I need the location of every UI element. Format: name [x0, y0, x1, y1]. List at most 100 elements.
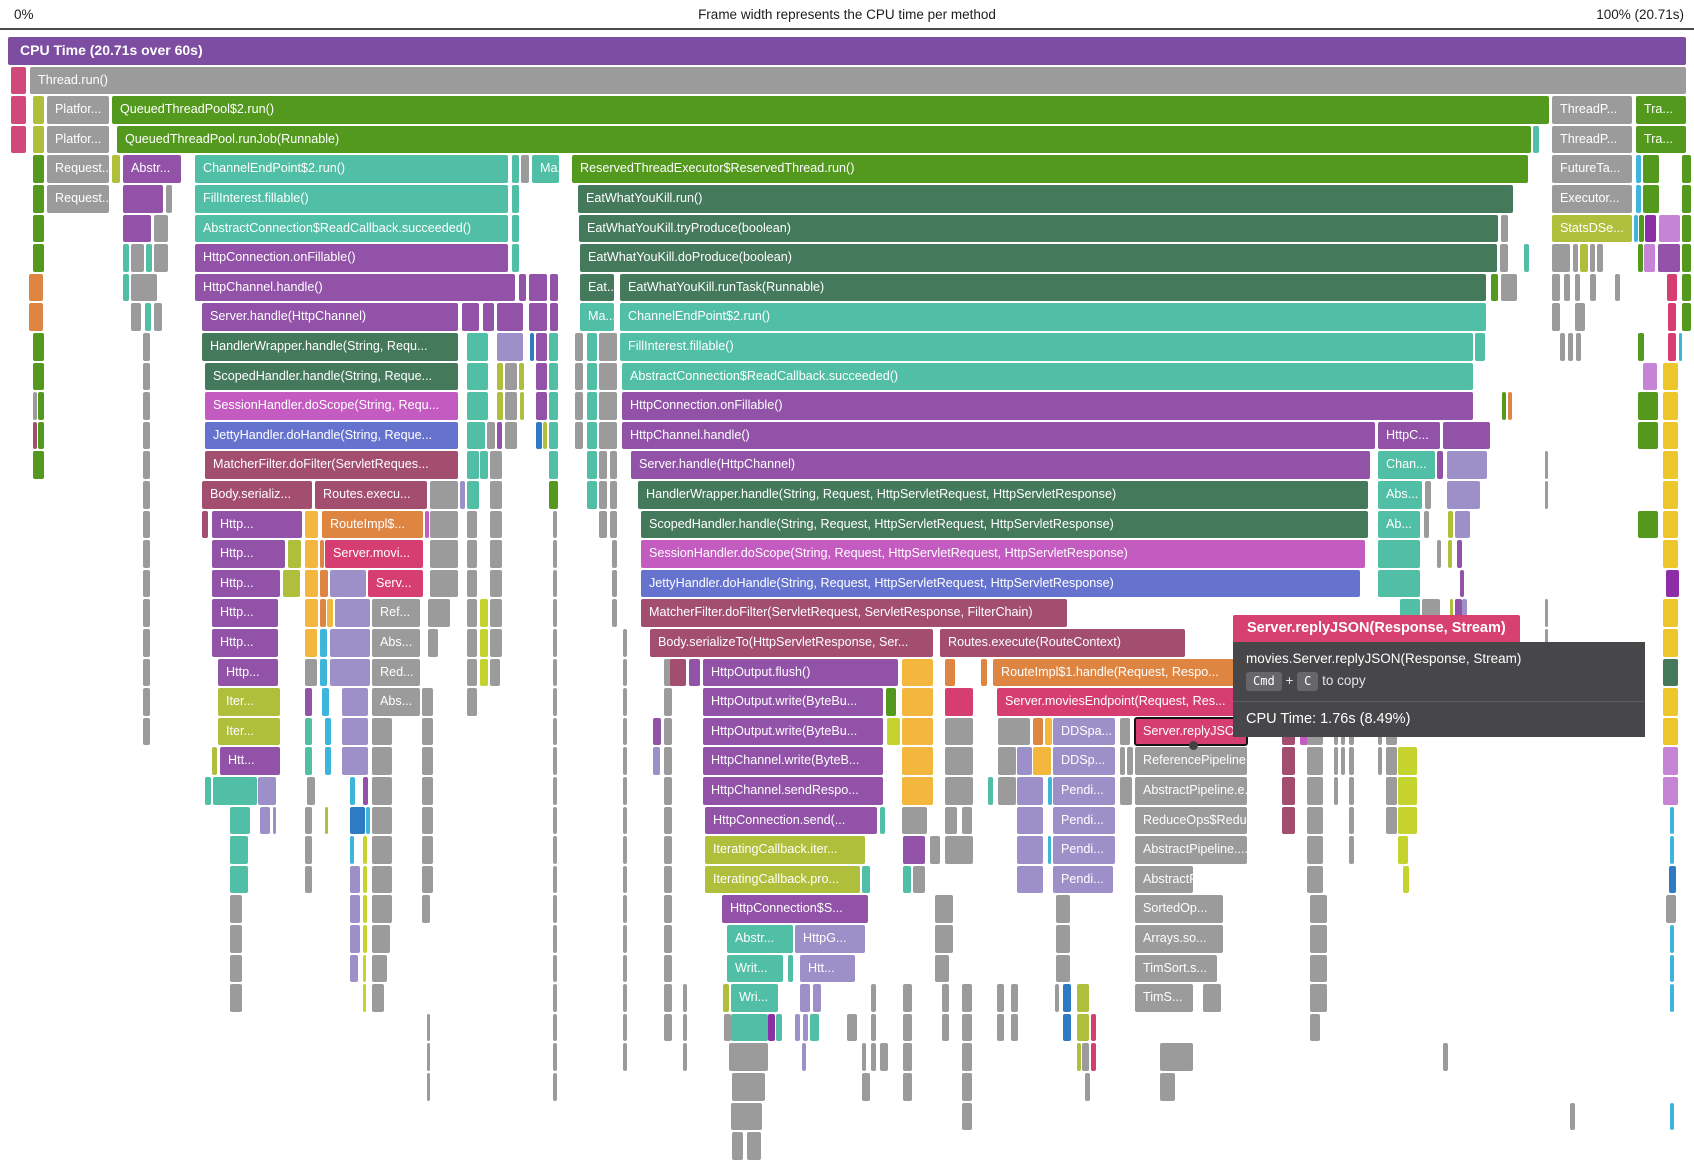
flame-frame[interactable]: [422, 865, 433, 894]
flame-frame[interactable]: [430, 569, 458, 598]
flame-frame[interactable]: [305, 629, 317, 657]
flame-frame[interactable]: [1203, 984, 1221, 1012]
flame-frame[interactable]: [490, 451, 502, 479]
flame-frame[interactable]: [553, 865, 557, 894]
flame-frame[interactable]: [903, 836, 925, 864]
flame-frame[interactable]: [664, 895, 672, 923]
flame-frame[interactable]: [1663, 421, 1678, 450]
flame-frame[interactable]: [1017, 865, 1043, 894]
flame-frame[interactable]: [1448, 540, 1452, 568]
flame-frame[interactable]: [38, 421, 44, 450]
flame-frame[interactable]: [430, 481, 458, 509]
flame-frame[interactable]: Http...: [212, 569, 280, 598]
flame-frame[interactable]: [871, 1043, 876, 1071]
flame-frame[interactable]: [143, 333, 150, 361]
flame-frame[interactable]: FutureTa...: [1552, 155, 1632, 183]
flame-frame[interactable]: DDSp...: [1053, 747, 1115, 775]
flame-frame[interactable]: Request...: [47, 155, 109, 183]
flame-frame[interactable]: [33, 185, 44, 213]
flame-frame[interactable]: [1282, 806, 1295, 835]
flame-frame[interactable]: [1636, 155, 1641, 183]
flame-frame[interactable]: [143, 481, 150, 509]
flame-frame[interactable]: [653, 747, 660, 775]
flame-frame[interactable]: [945, 836, 973, 864]
flame-frame[interactable]: [33, 155, 44, 183]
flame-frame[interactable]: [902, 658, 933, 687]
flame-frame[interactable]: FillInterest.fillable(): [620, 333, 1473, 361]
flame-frame[interactable]: [33, 214, 44, 243]
flame-frame[interactable]: [422, 806, 433, 835]
flame-frame[interactable]: Server.handle(HttpChannel): [202, 303, 458, 331]
flame-frame[interactable]: [205, 777, 211, 805]
flame-frame[interactable]: [1634, 214, 1638, 243]
flame-frame[interactable]: Iter...: [218, 717, 280, 746]
flame-frame[interactable]: [38, 392, 44, 420]
flame-frame[interactable]: [1398, 747, 1417, 775]
flame-frame[interactable]: [1120, 777, 1132, 805]
flame-frame[interactable]: [1636, 185, 1641, 213]
flame-frame[interactable]: [543, 421, 547, 450]
flame-frame[interactable]: [553, 688, 557, 716]
flame-frame[interactable]: [575, 362, 583, 391]
flame-frame[interactable]: [731, 1013, 768, 1042]
flame-frame[interactable]: [550, 273, 558, 302]
flame-frame[interactable]: [1670, 806, 1674, 835]
flame-frame[interactable]: JettyHandler.doHandle(String, Reque...: [205, 421, 458, 450]
flame-frame[interactable]: Writ...: [727, 954, 783, 983]
flame-frame[interactable]: FillInterest.fillable(): [195, 185, 508, 213]
flame-frame[interactable]: Ab...: [1378, 510, 1420, 539]
flame-frame[interactable]: [11, 66, 26, 95]
flame-frame[interactable]: [1017, 836, 1043, 864]
flame-frame[interactable]: [1282, 777, 1295, 805]
flame-frame[interactable]: [731, 1102, 762, 1131]
flame-frame[interactable]: [670, 658, 686, 687]
flame-frame[interactable]: [143, 451, 150, 479]
flame-frame[interactable]: [112, 155, 120, 183]
flame-frame[interactable]: QueuedThreadPool.runJob(Runnable): [117, 125, 1531, 154]
flame-frame[interactable]: HttpOutput.write(ByteBu...: [703, 688, 883, 716]
flame-frame[interactable]: [143, 362, 150, 391]
flame-frame[interactable]: [1048, 836, 1051, 864]
flame-frame[interactable]: [623, 747, 627, 775]
flame-frame[interactable]: [536, 333, 547, 361]
flame-frame[interactable]: [550, 303, 558, 331]
flame-frame[interactable]: HttpOutput.flush(): [703, 658, 898, 687]
flame-frame[interactable]: [430, 540, 458, 568]
flame-frame[interactable]: [230, 865, 248, 894]
flame-frame[interactable]: [1576, 333, 1581, 361]
flame-frame[interactable]: [988, 777, 993, 805]
flame-frame[interactable]: [1552, 273, 1560, 302]
flame-frame[interactable]: [305, 836, 312, 864]
flame-frame[interactable]: [599, 362, 617, 391]
flame-frame[interactable]: [230, 895, 242, 923]
flame-frame[interactable]: HttpConnection.onFillable(): [195, 244, 508, 272]
flame-frame[interactable]: [1425, 481, 1431, 509]
flame-frame[interactable]: [1077, 984, 1089, 1012]
flame-frame[interactable]: [288, 540, 301, 568]
flame-frame[interactable]: [1570, 1102, 1575, 1131]
flame-frame[interactable]: IteratingCallback.pro...: [705, 865, 860, 894]
flame-frame[interactable]: [143, 421, 150, 450]
flame-frame[interactable]: [372, 747, 392, 775]
flame-frame[interactable]: [372, 777, 392, 805]
flame-frame[interactable]: [800, 984, 810, 1012]
flame-frame[interactable]: [487, 421, 495, 450]
flame-frame[interactable]: [505, 392, 517, 420]
flame-frame[interactable]: [480, 599, 488, 627]
flame-frame[interactable]: [258, 777, 276, 805]
flame-frame[interactable]: [587, 333, 597, 361]
flame-frame[interactable]: Pendi...: [1053, 777, 1115, 805]
flame-frame[interactable]: [1349, 747, 1354, 775]
flame-frame[interactable]: [480, 658, 488, 687]
flame-frame[interactable]: [962, 1073, 972, 1101]
flame-frame[interactable]: [1386, 747, 1397, 775]
flame-frame[interactable]: [862, 1073, 870, 1101]
flame-frame[interactable]: [322, 688, 329, 716]
flame-frame[interactable]: [143, 569, 150, 598]
flame-frame[interactable]: [320, 540, 324, 568]
flame-frame[interactable]: [1448, 510, 1453, 539]
flame-frame[interactable]: [553, 510, 557, 539]
flame-frame[interactable]: [903, 1073, 912, 1101]
flame-frame[interactable]: [623, 954, 627, 983]
flame-frame[interactable]: Http...: [212, 510, 302, 539]
